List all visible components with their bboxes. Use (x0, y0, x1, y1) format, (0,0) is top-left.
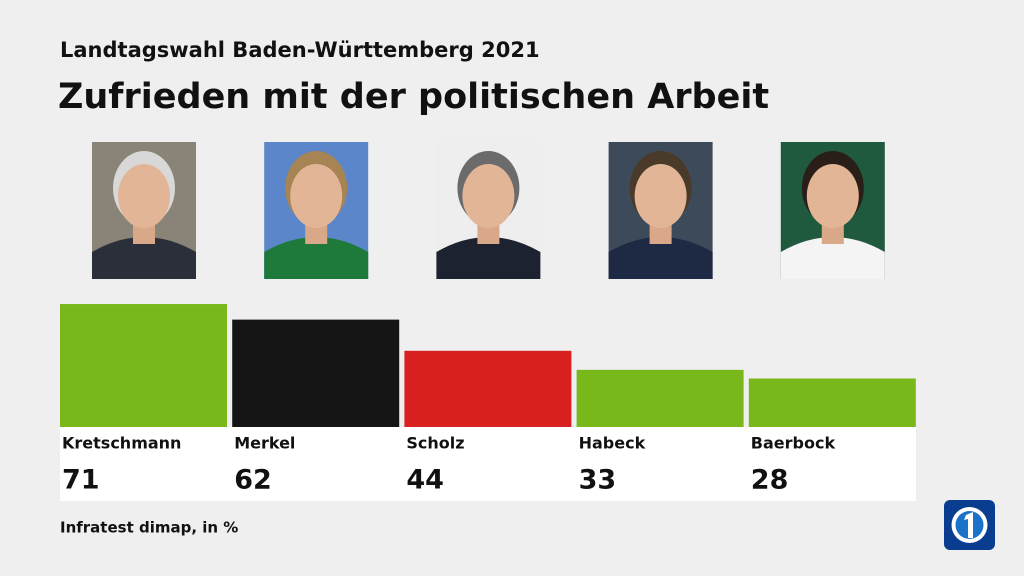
bar (576, 369, 744, 427)
portrait-body (92, 237, 196, 279)
bar (232, 319, 400, 427)
portrait (264, 142, 369, 279)
portraits (92, 142, 885, 279)
portrait-face (806, 164, 859, 228)
bar (60, 304, 227, 427)
value-label: 71 (62, 465, 100, 496)
value-label: 28 (751, 465, 789, 496)
value-label: 44 (406, 465, 444, 496)
portrait (780, 142, 885, 279)
portrait-body (780, 237, 885, 279)
bar (404, 350, 572, 427)
portrait-face (118, 164, 170, 228)
portrait (608, 142, 713, 279)
label-panel (60, 427, 916, 501)
portrait-neck (305, 222, 328, 244)
value-label: 33 (579, 465, 617, 496)
portrait-face (290, 164, 343, 228)
portrait (436, 142, 541, 279)
portrait-face (634, 164, 687, 228)
chart-supertitle: Landtagswahl Baden-Württemberg 2021 (60, 38, 540, 62)
category-label: Scholz (406, 434, 464, 453)
portrait-neck (477, 222, 500, 244)
category-label: Habeck (579, 434, 646, 453)
chart-title: Zufrieden mit der politischen Arbeit (58, 77, 769, 117)
portrait-neck (649, 222, 672, 244)
portrait-body (436, 237, 541, 279)
portrait-face (462, 164, 515, 228)
category-label: Kretschmann (62, 434, 181, 453)
portrait-body (608, 237, 713, 279)
value-label: 62 (234, 465, 272, 496)
portrait-neck (821, 222, 844, 244)
portrait (92, 142, 196, 279)
category-label: Merkel (234, 434, 295, 453)
portrait-body (264, 237, 369, 279)
bar (748, 378, 916, 427)
logo-glyph (964, 512, 973, 538)
category-label: Baerbock (751, 434, 836, 453)
portrait-neck (133, 222, 155, 244)
logo (944, 500, 995, 550)
source-note: Infratest dimap, in % (60, 519, 238, 537)
